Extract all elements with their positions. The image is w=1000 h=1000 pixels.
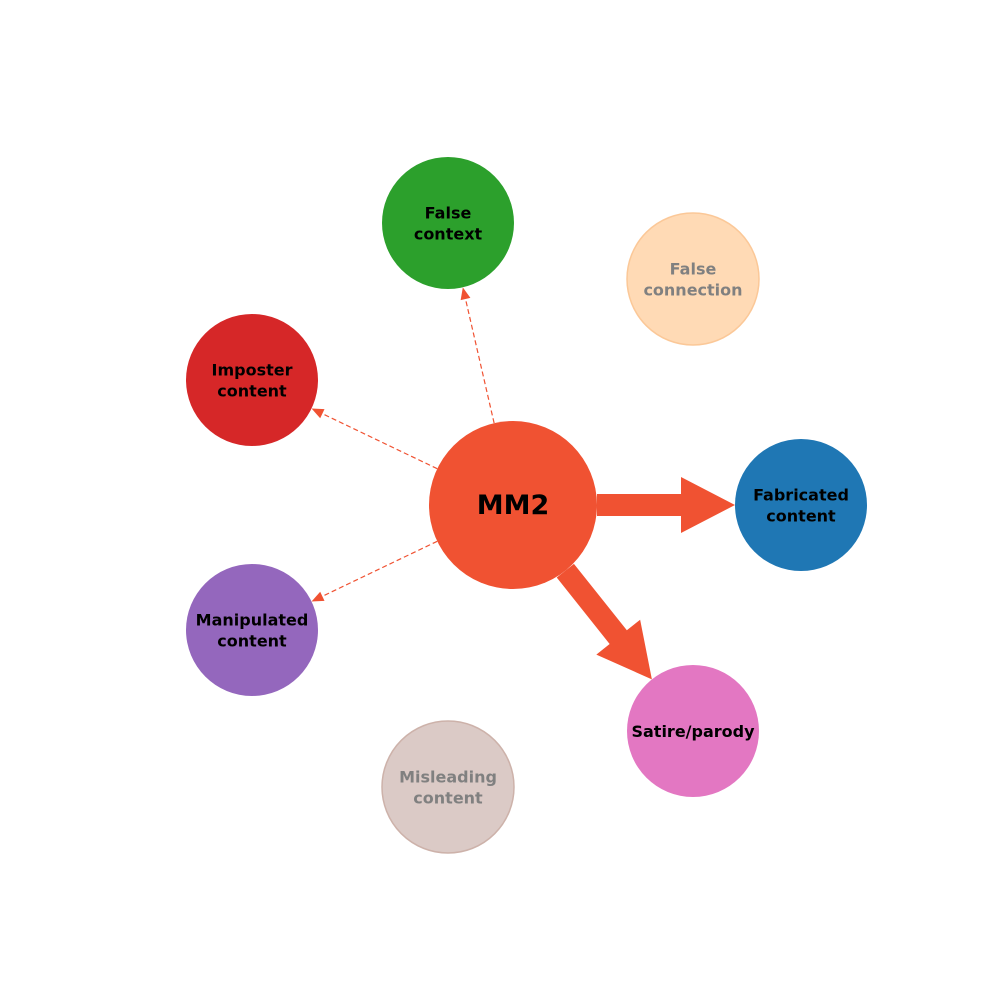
node-imposter-content: Imposter content — [186, 314, 318, 446]
edge-to-false-context — [460, 287, 495, 424]
node-label: Satire/parody — [631, 722, 755, 741]
node-misleading-content: Misleading content — [381, 720, 515, 854]
node-false-context: False context — [382, 157, 514, 289]
node-label: content — [413, 789, 483, 808]
node-circle — [626, 212, 760, 346]
node-label: content — [217, 632, 287, 651]
node-label: Fabricated — [753, 486, 849, 505]
node-circle — [186, 564, 318, 696]
node-label: Misleading — [399, 768, 497, 787]
edge-to-fabricated-content — [597, 477, 735, 533]
node-label: content — [766, 507, 836, 526]
nodes-layer: False context False connection Imposter conte… — [186, 157, 867, 854]
center-label: MM2 — [477, 490, 550, 521]
node-circle — [381, 720, 515, 854]
node-circle — [735, 439, 867, 571]
center-circle — [429, 421, 597, 589]
edge-to-imposter-content — [311, 408, 438, 470]
node-circle — [186, 314, 318, 446]
node-label: Imposter — [212, 361, 293, 380]
node-label: False — [425, 204, 472, 223]
center-node: MM2 — [429, 421, 597, 589]
node-label: connection — [643, 281, 742, 300]
node-satire-parody: Satire/parody — [627, 665, 759, 797]
node-label: False — [670, 260, 717, 279]
node-label: context — [414, 225, 483, 244]
node-fabricated-content: Fabricated content — [735, 439, 867, 571]
edges-layer — [311, 287, 735, 680]
edge-to-manipulated-content — [311, 540, 438, 602]
node-manipulated-content: Manipulated content — [186, 564, 318, 696]
node-label: Manipulated — [196, 611, 309, 630]
node-circle — [382, 157, 514, 289]
node-label: content — [217, 382, 287, 401]
edge-to-satire-parody — [556, 563, 652, 680]
node-false-connection: False connection — [626, 212, 760, 346]
node-circle — [627, 665, 759, 797]
